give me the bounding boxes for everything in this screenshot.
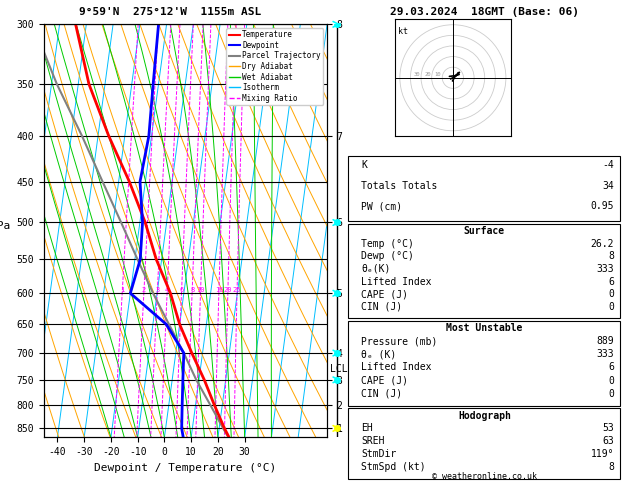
- Text: 6: 6: [608, 277, 614, 287]
- Text: 63: 63: [602, 436, 614, 446]
- Text: 1: 1: [120, 287, 125, 293]
- Polygon shape: [456, 72, 459, 76]
- Text: StmSpd (kt): StmSpd (kt): [361, 462, 426, 472]
- Text: Lifted Index: Lifted Index: [361, 277, 431, 287]
- Text: 0.95: 0.95: [591, 201, 614, 211]
- Text: 34: 34: [602, 181, 614, 191]
- Text: 8: 8: [608, 462, 614, 472]
- Text: 2: 2: [142, 287, 146, 293]
- Text: 53: 53: [602, 423, 614, 434]
- Text: Surface: Surface: [464, 226, 505, 236]
- Text: 29.03.2024  18GMT (Base: 06): 29.03.2024 18GMT (Base: 06): [390, 7, 579, 17]
- Text: 3: 3: [155, 287, 160, 293]
- Text: 9°59'N  275°12'W  1155m ASL: 9°59'N 275°12'W 1155m ASL: [79, 7, 261, 17]
- Text: 4: 4: [165, 287, 169, 293]
- Text: 8: 8: [190, 287, 194, 293]
- Text: PW (cm): PW (cm): [361, 201, 402, 211]
- Text: -4: -4: [602, 160, 614, 171]
- Y-axis label: km
ASL: km ASL: [350, 231, 368, 252]
- Text: 333: 333: [596, 264, 614, 274]
- Text: 6: 6: [179, 287, 184, 293]
- Text: Pressure (mb): Pressure (mb): [361, 336, 437, 346]
- Text: 16: 16: [214, 287, 223, 293]
- Text: 30: 30: [413, 71, 420, 77]
- Text: LCL: LCL: [330, 364, 348, 374]
- Text: Most Unstable: Most Unstable: [446, 323, 523, 333]
- Y-axis label: hPa: hPa: [0, 221, 10, 231]
- Text: CAPE (J): CAPE (J): [361, 289, 408, 299]
- Text: CIN (J): CIN (J): [361, 302, 402, 312]
- Text: 0: 0: [608, 289, 614, 299]
- Text: 0: 0: [608, 302, 614, 312]
- Text: K: K: [361, 160, 367, 171]
- Text: 6: 6: [608, 363, 614, 372]
- Text: Lifted Index: Lifted Index: [361, 363, 431, 372]
- Text: 25: 25: [233, 287, 242, 293]
- Text: CIN (J): CIN (J): [361, 389, 402, 399]
- Text: © weatheronline.co.uk: © weatheronline.co.uk: [432, 472, 537, 481]
- Text: θₑ (K): θₑ (K): [361, 349, 396, 359]
- Text: 119°: 119°: [591, 449, 614, 459]
- Text: kt: kt: [398, 27, 408, 36]
- Legend: Temperature, Dewpoint, Parcel Trajectory, Dry Adiabat, Wet Adiabat, Isotherm, Mi: Temperature, Dewpoint, Parcel Trajectory…: [226, 28, 323, 105]
- Text: 20: 20: [424, 71, 431, 77]
- Text: 889: 889: [596, 336, 614, 346]
- Text: 8: 8: [608, 251, 614, 261]
- Text: CAPE (J): CAPE (J): [361, 376, 408, 385]
- Text: Dewp (°C): Dewp (°C): [361, 251, 414, 261]
- Text: Temp (°C): Temp (°C): [361, 239, 414, 249]
- Text: Totals Totals: Totals Totals: [361, 181, 437, 191]
- Text: Hodograph: Hodograph: [458, 411, 511, 421]
- Text: 0: 0: [608, 389, 614, 399]
- Text: 333: 333: [596, 349, 614, 359]
- Text: SREH: SREH: [361, 436, 384, 446]
- Text: 20: 20: [224, 287, 232, 293]
- Text: 10: 10: [196, 287, 205, 293]
- Text: 0: 0: [608, 376, 614, 385]
- Text: 26.2: 26.2: [591, 239, 614, 249]
- Text: θₑ(K): θₑ(K): [361, 264, 391, 274]
- Text: 10: 10: [435, 71, 441, 77]
- Text: EH: EH: [361, 423, 373, 434]
- Text: StmDir: StmDir: [361, 449, 396, 459]
- X-axis label: Dewpoint / Temperature (°C): Dewpoint / Temperature (°C): [94, 463, 277, 473]
